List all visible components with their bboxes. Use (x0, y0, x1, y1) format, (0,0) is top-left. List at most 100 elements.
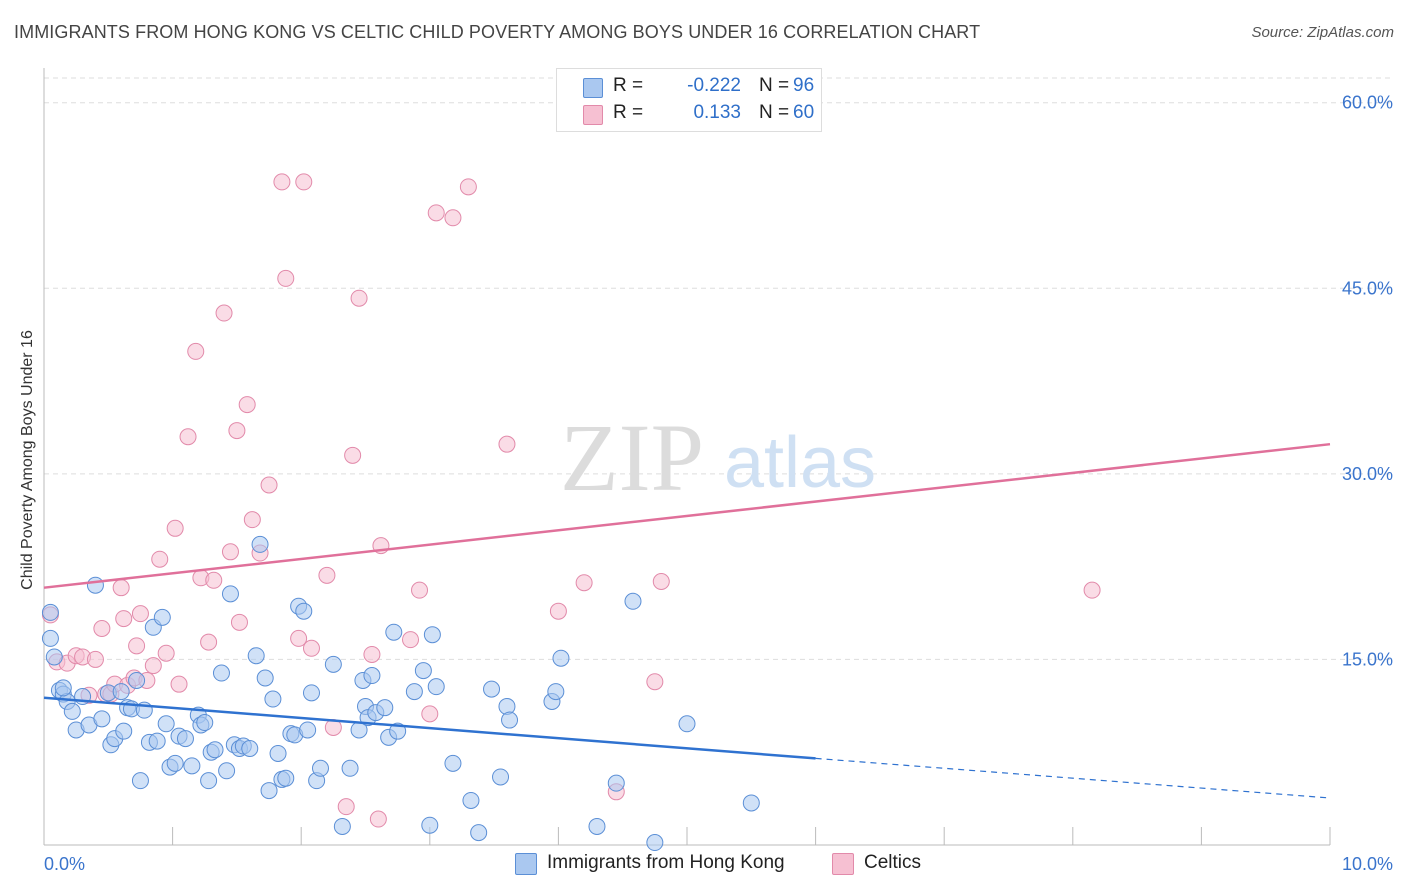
hong-kong-point (218, 762, 236, 780)
hong-kong-point (212, 664, 230, 682)
celtics-point (112, 579, 130, 597)
celtics-point (444, 209, 462, 227)
watermark-atlas: atlas (724, 423, 876, 503)
legend-swatch-pink (832, 853, 854, 875)
celtics-point (228, 422, 246, 440)
hong-kong-point (41, 603, 59, 621)
hong-kong-point (200, 772, 218, 790)
hong-kong-point (157, 715, 175, 733)
x-tick-label-min: 0.0% (44, 854, 85, 874)
y-tick-label: 60.0% (1342, 93, 1393, 113)
hong-kong-point (427, 678, 445, 696)
hong-kong-point (251, 535, 269, 553)
celtics-point (337, 798, 355, 816)
hong-kong-point (299, 721, 317, 739)
celtics-point (166, 519, 184, 537)
hong-kong-point (311, 759, 329, 777)
celtics-point (157, 644, 175, 662)
axes (43, 68, 1331, 846)
hong-kong-point (492, 768, 510, 786)
hong-kong-point (115, 722, 133, 740)
hong-kong-point (260, 782, 278, 800)
hong-kong-point (470, 824, 488, 842)
hong-kong-point (131, 772, 149, 790)
celtics-point (170, 675, 188, 693)
hong-kong-point (421, 816, 439, 834)
hong-kong-point (54, 679, 72, 697)
hong-kong-point (501, 711, 519, 729)
celtics-point (652, 572, 670, 590)
hong-kong-point (341, 759, 359, 777)
celtics-point (411, 581, 429, 599)
celtics-point (221, 543, 239, 561)
hong-kong-point (221, 585, 239, 603)
y-tick-label: 15.0% (1342, 649, 1393, 669)
stats-legend: R = -0.222 N = 96 R = 0.133 N = 60 (556, 68, 822, 132)
hong-kong-point (153, 608, 171, 626)
hong-kong-point (86, 576, 104, 594)
celtics-point (344, 446, 362, 464)
hong-kong-point (63, 702, 81, 720)
hong-kong-point (176, 730, 194, 748)
hong-kong-point (302, 684, 320, 702)
celtics-point (295, 173, 313, 191)
hong-kong-point (148, 732, 166, 750)
hong-kong-point (45, 648, 63, 666)
celtics-point (402, 631, 420, 649)
legend-swatch-pink (583, 105, 603, 125)
legend-label: Celtics (864, 852, 922, 873)
hong-kong-point (206, 741, 224, 759)
hong-kong-point (93, 710, 111, 728)
watermark: ZIP atlas (560, 404, 876, 511)
legend-n-label: N = (759, 102, 790, 123)
y-tick-label: 45.0% (1342, 278, 1393, 298)
legend-r-label: R = (613, 75, 644, 96)
celtics-point (302, 639, 320, 657)
hong-kong-point (269, 744, 287, 762)
source-label: Source: ZipAtlas.com (1251, 24, 1394, 41)
y-tick-label: 30.0% (1342, 464, 1393, 484)
hong-kong-point (128, 671, 146, 689)
celtics-point (575, 574, 593, 592)
hong-kong-points (41, 535, 760, 852)
celtics-points (41, 173, 1101, 828)
legend-r-label: R = (613, 102, 644, 123)
legend-swatch-blue (515, 853, 537, 875)
x-tick-label-max: 10.0% (1342, 854, 1393, 874)
celtics-point (459, 178, 477, 196)
hong-kong-point (333, 817, 351, 835)
hong-kong-point (363, 667, 381, 685)
hong-kong-point (112, 683, 130, 701)
hong-kong-point (646, 834, 664, 852)
hong-kong-point (405, 683, 423, 701)
hong-kong-point (256, 669, 274, 687)
hong-kong-trend-extension (815, 757, 1331, 799)
celtics-point (230, 613, 248, 631)
hong-kong-point (462, 791, 480, 809)
legend-r-value: -0.222 (687, 75, 741, 96)
hong-kong-point (166, 754, 184, 772)
watermark-zip: ZIP (560, 404, 704, 511)
celtics-point (187, 342, 205, 360)
celtics-point (86, 650, 104, 668)
celtics-point (318, 566, 336, 584)
hong-kong-point (742, 794, 760, 812)
series-legend: Immigrants from Hong Kong Celtics (0, 852, 1406, 878)
hong-kong-trend-line (43, 696, 816, 760)
legend-swatch-blue (583, 78, 603, 98)
celtics-point (215, 304, 233, 322)
hong-kong-point (295, 602, 313, 620)
hong-kong-point (277, 769, 295, 787)
hong-kong-point (483, 680, 501, 698)
hong-kong-point (414, 662, 432, 680)
hong-kong-point (423, 626, 441, 644)
celtics-point (498, 435, 516, 453)
celtics-point (646, 673, 664, 691)
hong-kong-point (196, 714, 214, 732)
celtics-point (144, 657, 162, 675)
grid-lines (44, 77, 1392, 660)
chart-title: IMMIGRANTS FROM HONG KONG VS CELTIC CHIL… (14, 22, 981, 42)
y-axis-label: Child Poverty Among Boys Under 16 (19, 330, 36, 590)
celtics-point (238, 396, 256, 414)
